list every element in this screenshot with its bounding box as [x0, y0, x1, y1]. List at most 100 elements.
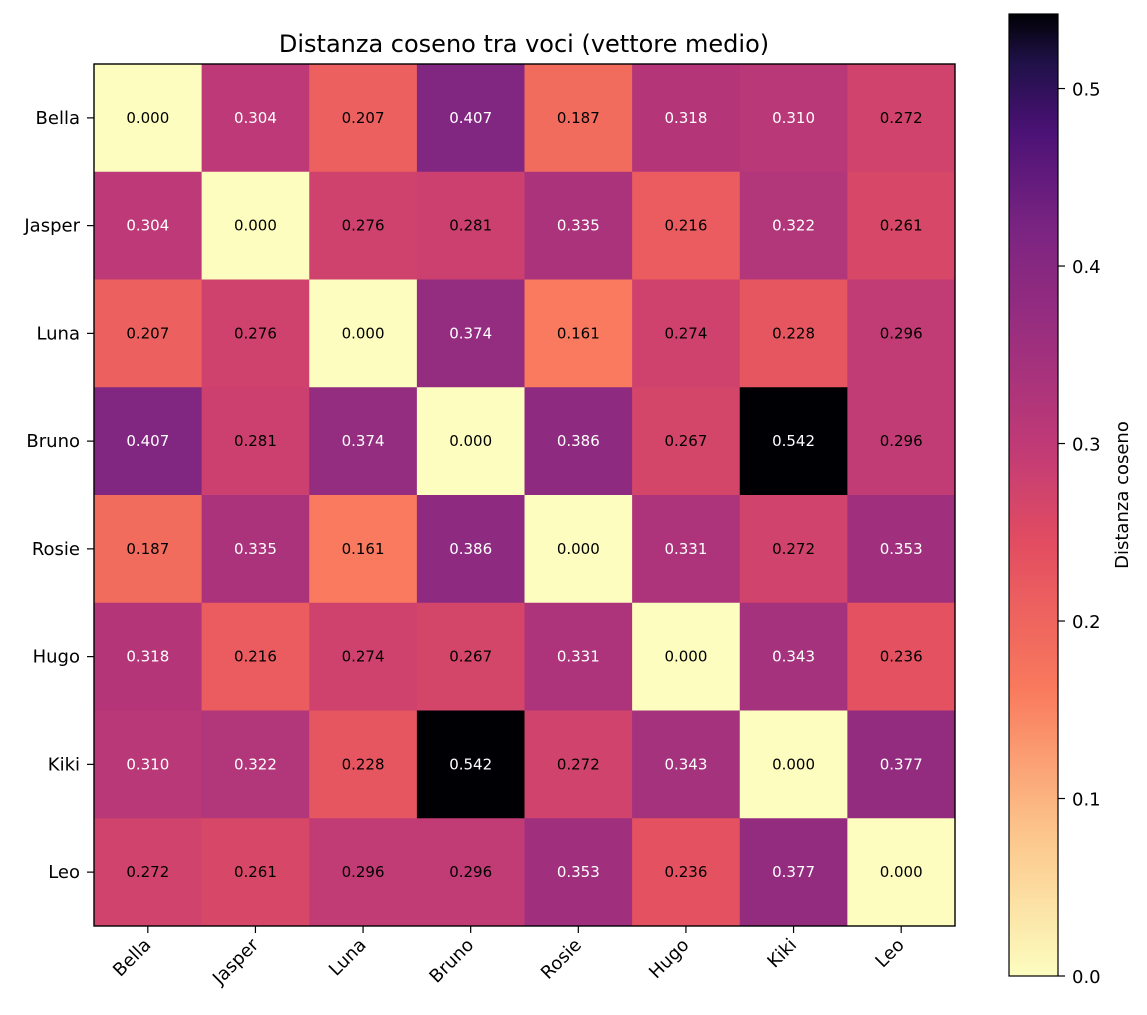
heatmap-cell: [739, 171, 848, 280]
heatmap-cell: [416, 495, 525, 604]
heatmap-cell: [739, 387, 848, 496]
cell-value-label: 0.281: [234, 432, 277, 450]
cell-value-label: 0.207: [342, 109, 385, 127]
y-tick-label: Luna: [36, 323, 80, 344]
heatmap-cell-labels: 0.000 0.304 0.207 0.407 0.187 0.318 0.310 0.272…: [126, 109, 922, 881]
cell-value-label: 0.542: [772, 432, 815, 450]
heatmap-cell: [416, 818, 525, 927]
cell-value-label: 0.272: [557, 755, 600, 773]
heatmap-cell: [739, 279, 848, 388]
cell-value-label: 0.374: [449, 324, 492, 342]
y-tick-label: Kiki: [48, 754, 80, 775]
cell-value-label: 0.187: [557, 109, 600, 127]
x-tick-label: Bruno: [425, 935, 478, 988]
cell-value-label: 0.216: [234, 648, 277, 666]
cell-value-label: 0.000: [557, 540, 600, 558]
cell-value-label: 0.272: [126, 863, 169, 881]
x-axis: Bella Jasper Luna Bruno Rosie Hugo Kiki Leo: [109, 926, 909, 990]
heatmap-cell: [94, 495, 203, 604]
heatmap-cell: [739, 602, 848, 711]
x-tick-label: Leo: [871, 935, 908, 972]
x-tick-label: Rosie: [537, 935, 586, 984]
heatmap-cell: [739, 818, 848, 927]
cell-value-label: 0.261: [880, 217, 923, 235]
cell-value-label: 0.000: [880, 863, 923, 881]
heatmap-cell: [524, 387, 633, 496]
heatmap-cell: [632, 495, 741, 604]
cell-value-label: 0.276: [342, 217, 385, 235]
y-tick-label: Rosie: [32, 539, 80, 560]
heatmap-cell: [201, 171, 310, 280]
heatmap-cell: [309, 171, 418, 280]
colorbar-tick-label: 0.0: [1072, 967, 1101, 988]
cell-value-label: 0.272: [880, 109, 923, 127]
colorbar: [1009, 14, 1058, 976]
cell-value-label: 0.542: [449, 755, 492, 773]
heatmap-cell: [739, 710, 848, 819]
x-tick-label: Luna: [325, 935, 371, 981]
cell-value-label: 0.296: [880, 432, 923, 450]
x-tick-label: Bella: [109, 935, 155, 981]
colorbar-tick-label: 0.3: [1072, 435, 1101, 456]
heatmap-cell: [94, 387, 203, 496]
heatmap-cell: [416, 279, 525, 388]
heatmap-cell: [524, 710, 633, 819]
y-tick-label: Leo: [48, 862, 80, 883]
cell-value-label: 0.272: [772, 540, 815, 558]
cell-value-label: 0.343: [772, 648, 815, 666]
cell-value-label: 0.187: [126, 540, 169, 558]
heatmap-cell: [201, 602, 310, 711]
heatmap-cell: [416, 171, 525, 280]
heatmap-cell: [632, 602, 741, 711]
cell-value-label: 0.236: [880, 648, 923, 666]
heatmap-cell: [201, 279, 310, 388]
heatmap-cell: [94, 710, 203, 819]
heatmap-cell: [201, 710, 310, 819]
heatmap-cell: [524, 495, 633, 604]
chart-title: Distanza coseno tra voci (vettore medio): [279, 30, 769, 58]
cell-value-label: 0.374: [342, 432, 385, 450]
heatmap-cell: [632, 710, 741, 819]
heatmap-cell: [524, 279, 633, 388]
cell-value-label: 0.274: [664, 324, 707, 342]
heatmap-cell: [524, 602, 633, 711]
cell-value-label: 0.161: [557, 324, 600, 342]
cell-value-label: 0.318: [126, 648, 169, 666]
cell-value-label: 0.000: [126, 109, 169, 127]
heatmap-cell: [847, 171, 956, 280]
heatmap-cell: [94, 279, 203, 388]
heatmap-cell: [632, 818, 741, 927]
cell-value-label: 0.267: [449, 648, 492, 666]
heatmap-cell: [94, 602, 203, 711]
heatmap-cell: [94, 818, 203, 927]
heatmap-cell: [94, 64, 203, 173]
heatmap-cell: [847, 64, 956, 173]
heatmap-cell: [847, 818, 956, 927]
heatmap-cell: [309, 710, 418, 819]
heatmap-cell: [739, 64, 848, 173]
y-axis: Bella Jasper Luna Bruno Rosie Hugo Kiki Leo: [23, 108, 94, 883]
heatmap-cell: [416, 387, 525, 496]
heatmap-cell: [847, 710, 956, 819]
colorbar-label: Distanza coseno: [1112, 421, 1133, 569]
cell-value-label: 0.000: [772, 755, 815, 773]
heatmap-cell: [309, 64, 418, 173]
y-tick-label: Bella: [36, 108, 80, 129]
cell-value-label: 0.386: [557, 432, 600, 450]
cell-value-label: 0.228: [342, 755, 385, 773]
cell-value-label: 0.296: [449, 863, 492, 881]
colorbar-tick-label: 0.5: [1072, 80, 1101, 101]
x-tick-label: Hugo: [645, 935, 693, 983]
cell-value-label: 0.296: [342, 863, 385, 881]
colorbar-tick-label: 0.1: [1072, 790, 1101, 811]
y-tick-label: Jasper: [23, 216, 80, 237]
cell-value-label: 0.274: [342, 648, 385, 666]
cell-value-label: 0.343: [664, 755, 707, 773]
cell-value-label: 0.331: [664, 540, 707, 558]
colorbar-axis: 0.0 0.1 0.2 0.3 0.4 0.5: [1058, 80, 1101, 988]
cell-value-label: 0.377: [880, 755, 923, 773]
cell-value-label: 0.407: [449, 109, 492, 127]
cell-value-label: 0.236: [664, 863, 707, 881]
heatmap-cell: [632, 387, 741, 496]
